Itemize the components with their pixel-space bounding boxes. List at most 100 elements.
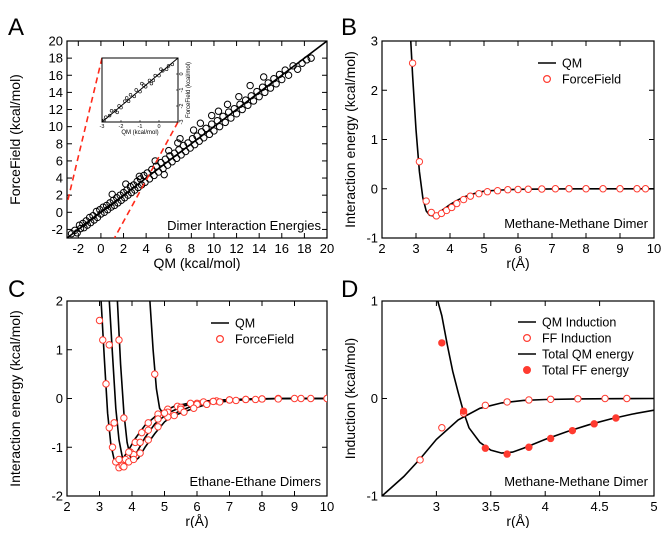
legend-label: FF Induction — [542, 332, 612, 346]
series-marker — [525, 396, 533, 404]
x-axis-label: QM (kcal/mol) — [153, 255, 240, 271]
series-marker — [481, 401, 490, 410]
series-marker — [514, 185, 522, 194]
legend-marker-swatch — [542, 74, 551, 83]
inset-point — [159, 67, 163, 71]
series-marker — [481, 444, 490, 452]
y-tick-label: 2 — [371, 83, 378, 98]
series-marker — [448, 203, 456, 212]
x-axis-label: r(Å) — [185, 513, 208, 528]
x-tick-label: 4 — [542, 499, 549, 514]
series-marker — [546, 395, 555, 403]
series-marker — [190, 404, 198, 412]
scatter-point — [272, 80, 280, 88]
series-marker — [493, 187, 502, 195]
annotation: Ethane-Ethane Dimers — [189, 474, 321, 489]
series-line — [100, 301, 327, 464]
scatter-point — [213, 116, 222, 125]
series-marker — [568, 426, 577, 435]
plot-area — [382, 301, 654, 496]
series-marker — [251, 395, 260, 404]
y-tick-label: 0 — [371, 181, 378, 196]
series-marker — [108, 443, 117, 451]
y-tick-label: 16 — [49, 68, 63, 83]
scatter-point — [176, 134, 184, 143]
series-marker — [258, 395, 266, 403]
x-tick-label: 5 — [480, 241, 487, 256]
series-marker — [503, 398, 511, 406]
scatter-point — [159, 164, 167, 173]
series-marker — [209, 397, 217, 406]
y-tick-label: 0 — [56, 205, 63, 220]
series-marker — [110, 419, 118, 427]
scatter-point — [259, 73, 268, 81]
x-tick-label: 10 — [320, 499, 334, 514]
series-marker — [144, 419, 152, 427]
series-marker — [144, 426, 152, 434]
scatter-point — [207, 111, 216, 120]
scatter-point — [255, 92, 263, 101]
series-marker — [612, 414, 620, 422]
series-marker — [151, 370, 159, 378]
panel-b: B 2 3 4 5 6 7 8 9 10 -1 0 1 2 3 r(Å) Interaction energy … — [341, 14, 661, 271]
series-marker — [290, 394, 299, 403]
legend-label: QM Induction — [542, 316, 616, 330]
series-marker — [408, 59, 417, 67]
scatter-point — [163, 161, 172, 169]
series-marker — [95, 316, 104, 325]
y-tick-label: 1 — [371, 294, 378, 309]
legend: QM Induction FF Induction Total QM energy T… — [518, 316, 634, 378]
series-marker — [120, 463, 128, 471]
series-marker — [115, 336, 123, 344]
series-marker — [136, 449, 144, 457]
scatter-point — [191, 140, 199, 149]
scatter-point — [223, 100, 232, 109]
series-marker — [551, 185, 560, 193]
scatter-point — [278, 75, 286, 84]
annotation: Methane-Methane Dimer — [504, 474, 648, 489]
series-marker — [524, 185, 532, 193]
scatter-point — [97, 210, 105, 218]
series-marker — [136, 438, 144, 447]
legend: QM ForceField — [211, 317, 294, 347]
panel-letter: D — [341, 276, 358, 303]
scatter-point — [261, 88, 269, 97]
x-axis-label: r(Å) — [506, 513, 529, 528]
x-tick-label: 4.5 — [591, 499, 609, 514]
inset-point — [164, 67, 169, 71]
series-marker — [274, 395, 282, 403]
legend-marker-swatch — [522, 334, 531, 343]
legend: QM ForceField — [538, 57, 621, 87]
x-tick-label: 3 — [412, 241, 419, 256]
x-tick-label: 5 — [161, 499, 168, 514]
inset-point — [107, 113, 112, 118]
inset-point — [144, 85, 148, 89]
inset-point — [128, 93, 133, 97]
scatter-point — [235, 92, 243, 101]
legend-marker-swatch — [216, 335, 225, 344]
panel-d: D 3 3.5 4 4.5 5 -1 0 1 r(Å) Induction (kcal/mol) QM… — [341, 276, 658, 529]
series-marker — [422, 197, 430, 205]
series-marker — [297, 394, 305, 403]
x-tick-label: -2 — [73, 241, 85, 256]
x-tick-label: 5 — [650, 499, 657, 514]
series-marker — [565, 185, 573, 193]
inset-point — [147, 78, 152, 83]
plot-area — [67, 41, 327, 238]
y-axis-label: Interaction energy (kcal/mol) — [342, 51, 358, 228]
scatter-point — [293, 65, 302, 73]
scatter-point — [168, 158, 176, 166]
x-tick-label: 8 — [582, 241, 589, 256]
scatter-point — [107, 203, 115, 211]
series-marker — [438, 339, 446, 347]
x-tick-label: 3.5 — [482, 499, 500, 514]
series-marker — [582, 185, 590, 193]
scatter-point — [150, 171, 158, 180]
series-marker — [129, 455, 138, 464]
x-tick-label: 2 — [120, 241, 127, 256]
series-marker — [115, 455, 123, 464]
inset-point — [170, 62, 175, 67]
series-marker — [232, 396, 240, 405]
series-marker — [170, 411, 178, 420]
series-marker — [427, 208, 435, 217]
